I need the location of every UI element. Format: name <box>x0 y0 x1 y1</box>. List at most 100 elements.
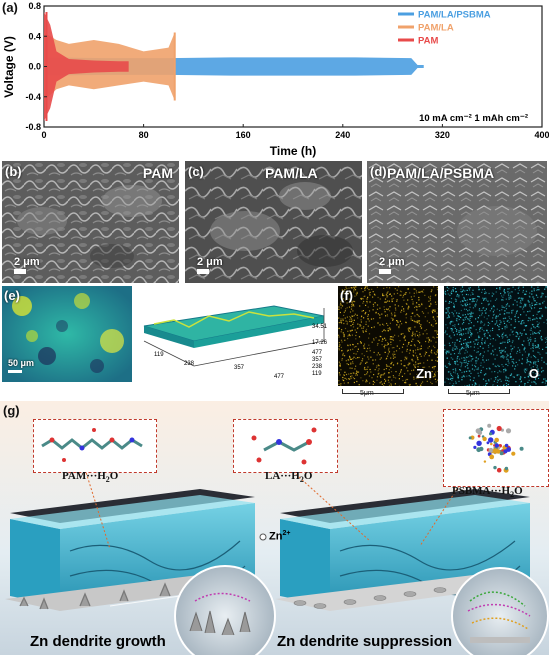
eds-pixel <box>475 329 477 331</box>
eds-pixel <box>464 299 466 301</box>
eds-pixel <box>421 304 423 306</box>
eds-pixel <box>514 314 516 316</box>
eds-pixel <box>436 356 438 358</box>
scale-bar-text: 5μm <box>466 390 480 397</box>
eds-pixel <box>475 356 477 358</box>
eds-pixel <box>350 291 352 293</box>
eds-pixel <box>449 323 451 325</box>
eds-pixel <box>466 370 468 372</box>
eds-pixel <box>510 318 512 320</box>
eds-pixel <box>538 374 540 377</box>
eds-pixel <box>503 356 505 358</box>
eds-pixel <box>463 298 465 300</box>
eds-pixel <box>512 303 514 305</box>
eds-pixel <box>466 302 468 304</box>
atom <box>494 437 499 443</box>
zoom-bubble <box>174 565 276 655</box>
eds-pixel <box>495 366 497 368</box>
eds-pixel <box>361 353 363 355</box>
eds-pixel <box>367 347 369 350</box>
eds-pixel <box>431 310 433 312</box>
eds-pixel <box>418 305 420 308</box>
eds-pixel <box>528 372 530 374</box>
eds-pixel <box>478 286 480 288</box>
eds-pixel <box>526 368 528 370</box>
eds-pixel <box>470 341 472 343</box>
eds-pixel <box>473 377 475 379</box>
eds-pixel <box>357 317 359 319</box>
eds-pixel <box>451 377 453 380</box>
eds-pixel <box>450 337 452 339</box>
eds-pixel <box>383 382 385 384</box>
eds-pixel <box>375 312 377 314</box>
eds-pixel <box>499 319 501 322</box>
eds-pixel <box>514 299 516 301</box>
eds-pixel <box>416 313 418 316</box>
eds-pixel <box>501 299 503 301</box>
eds-pixel <box>404 365 406 367</box>
eds-pixel <box>369 301 371 303</box>
eds-pixel <box>452 383 455 385</box>
eds-pixel <box>391 361 393 363</box>
eds-pixel <box>543 378 545 380</box>
eds-pixel <box>509 294 512 297</box>
eds-pixel <box>531 286 533 288</box>
eds-pixel <box>458 331 460 333</box>
eds-pixel <box>480 320 482 322</box>
eds-pixel <box>469 327 471 329</box>
eds-pixel <box>338 345 340 348</box>
eds-pixel <box>545 380 547 382</box>
eds-pixel <box>521 333 523 335</box>
eds-pixel <box>546 340 547 342</box>
eds-pixel <box>502 299 504 301</box>
eds-pixel <box>537 311 539 313</box>
scale-bar <box>14 269 26 274</box>
molecule-label-pam: PAM···H2O <box>62 470 119 485</box>
eds-pixel <box>504 313 506 315</box>
eds-pixel <box>535 347 537 349</box>
eds-pixel <box>457 315 460 318</box>
eds-pixel <box>499 323 501 325</box>
eds-pixel <box>433 352 436 354</box>
eds-pixel <box>384 344 386 346</box>
eds-pixel <box>540 296 542 298</box>
eds-pixel <box>492 351 494 353</box>
eds-pixel <box>349 357 351 359</box>
eds-pixel <box>472 307 474 309</box>
eds-pixel <box>470 360 472 362</box>
eds-pixel <box>387 353 389 355</box>
scale-bracket <box>342 389 404 394</box>
eds-pixel <box>437 351 438 354</box>
eds-pixel <box>384 347 386 349</box>
eds-pixel <box>449 294 451 296</box>
eds-pixel <box>514 316 516 318</box>
eds-pixel <box>419 325 422 328</box>
eds-pixel <box>521 363 523 365</box>
eds-pixel <box>389 328 392 330</box>
eds-pixel <box>451 311 453 314</box>
eds-pixel <box>492 317 494 319</box>
eds-pixel <box>346 307 348 309</box>
eds-pixel <box>469 370 471 372</box>
eds-pixel <box>411 369 413 372</box>
eds-pixel <box>415 361 417 363</box>
eds-pixel <box>525 293 527 295</box>
eds-pixel <box>372 380 374 382</box>
eds-pixel <box>502 365 504 368</box>
eds-pixel <box>515 331 517 333</box>
eds-pixel <box>385 339 387 341</box>
eds-pixel <box>461 357 463 359</box>
eds-pixel <box>535 357 537 359</box>
eds-pixel <box>476 360 478 362</box>
eds-pixel <box>349 335 351 337</box>
eds-pixel <box>477 368 479 370</box>
eds-pixel <box>376 376 379 378</box>
eds-pixel <box>366 380 368 382</box>
eds-pixel <box>447 311 449 313</box>
eds-pixel <box>518 338 520 340</box>
eds-pixel <box>413 292 415 294</box>
eds-pixel <box>355 338 357 340</box>
eds-pixel <box>351 302 354 304</box>
eds-pixel <box>479 330 481 332</box>
eds-pixel <box>392 319 394 321</box>
